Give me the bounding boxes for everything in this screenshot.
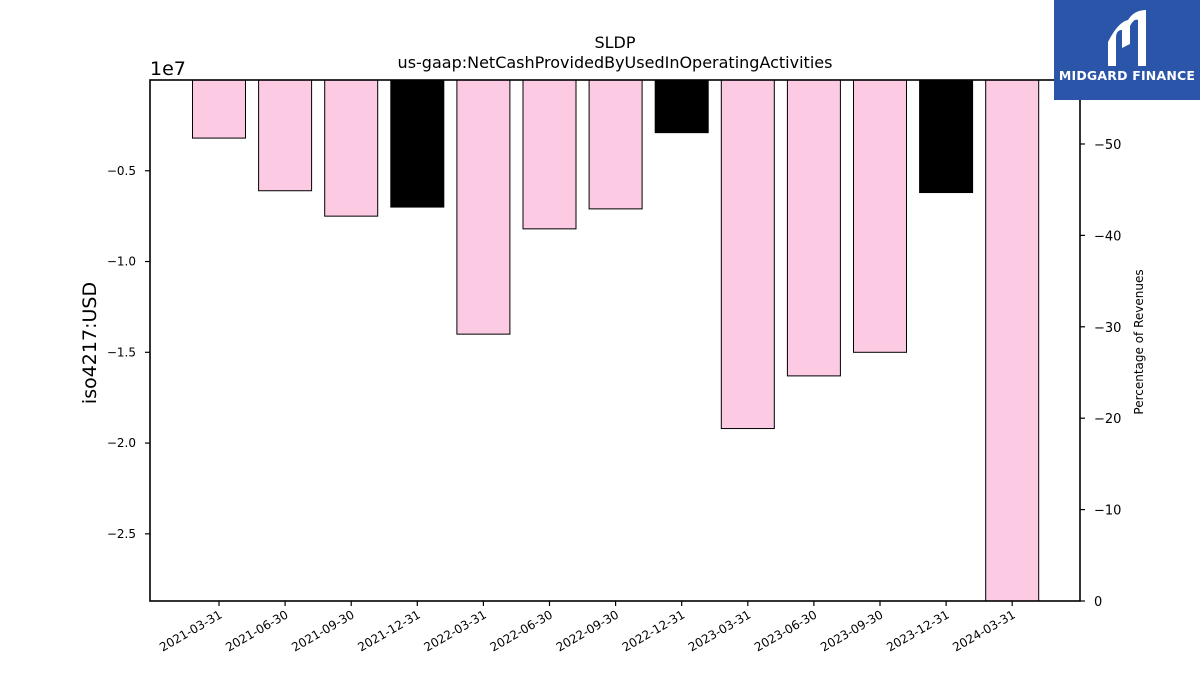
y-axis-label: iso4217:USD xyxy=(79,282,101,404)
bar-2023-06-30 xyxy=(786,79,841,377)
bars-group xyxy=(192,79,1040,602)
x-tick-label: 2021-12-31 xyxy=(355,607,422,654)
y2-tick-label: −50 xyxy=(1094,138,1121,153)
y2-tick-label: 0 xyxy=(1094,595,1102,610)
bar-2021-03-31 xyxy=(192,79,246,139)
x-tick-label: 2021-03-31 xyxy=(157,607,224,654)
bar-2022-09-30 xyxy=(588,79,643,210)
bar-2021-06-30 xyxy=(258,79,313,192)
x-tick-label: 2023-06-30 xyxy=(752,607,819,654)
logo-text: MIDGARD FINANCE xyxy=(1058,68,1196,83)
bar-2023-12-31 xyxy=(919,79,974,194)
bar-2023-09-30 xyxy=(853,79,907,353)
chart-title: SLDP xyxy=(594,33,635,52)
x-tick-label: 2021-09-30 xyxy=(289,607,356,654)
y2-tick-label: −30 xyxy=(1094,321,1121,336)
bar-2021-09-30 xyxy=(324,79,379,217)
y-tick-label: −0.5 xyxy=(107,164,136,178)
y-tick-label: −1.0 xyxy=(107,255,136,269)
y-ticks-group: −0.5 −1.0 −1.5 −2.0 −2.5 xyxy=(107,164,150,541)
x-tick-label: 2024-03-31 xyxy=(950,607,1017,654)
midgard-finance-logo: MIDGARD FINANCE xyxy=(1054,0,1200,100)
y-tick-label: −2.0 xyxy=(107,436,136,450)
bar-2022-06-30 xyxy=(522,79,577,230)
bar-2021-12-31 xyxy=(390,79,445,208)
x-tick-label: 2023-03-31 xyxy=(686,607,753,654)
x-tick-label: 2022-09-30 xyxy=(554,607,621,654)
y2-axis-label: Percentage of Revenues xyxy=(1132,269,1146,414)
y2-tick-label: −10 xyxy=(1094,504,1121,519)
y-offset-text: 1e7 xyxy=(150,58,186,80)
x-tick-label: 2023-09-30 xyxy=(818,607,885,654)
bar-2022-12-31 xyxy=(654,79,709,134)
y2-ticks-group: 0 −10 −20 −30 −40 −50 xyxy=(1080,138,1121,610)
x-tick-label: 2022-06-30 xyxy=(488,607,555,654)
x-tick-label: 2022-03-31 xyxy=(421,607,488,654)
chart-subtitle: us-gaap:NetCashProvidedByUsedInOperating… xyxy=(398,53,833,72)
y2-tick-label: −40 xyxy=(1094,229,1121,244)
y-tick-label: −2.5 xyxy=(107,527,136,541)
bar-2022-03-31 xyxy=(456,79,511,335)
bar-2024-03-31 xyxy=(985,79,1040,602)
x-tick-label: 2023-12-31 xyxy=(884,607,951,654)
x-tick-label: 2022-12-31 xyxy=(620,607,687,654)
y-tick-label: −1.5 xyxy=(107,345,136,359)
midgard-logo-icon xyxy=(1108,10,1146,66)
y2-tick-label: −20 xyxy=(1094,412,1121,427)
bar-2023-03-31 xyxy=(720,79,775,430)
x-ticks-group: 2021-03-312021-06-302021-09-302021-12-31… xyxy=(157,601,1018,654)
x-tick-label: 2021-06-30 xyxy=(223,607,290,654)
